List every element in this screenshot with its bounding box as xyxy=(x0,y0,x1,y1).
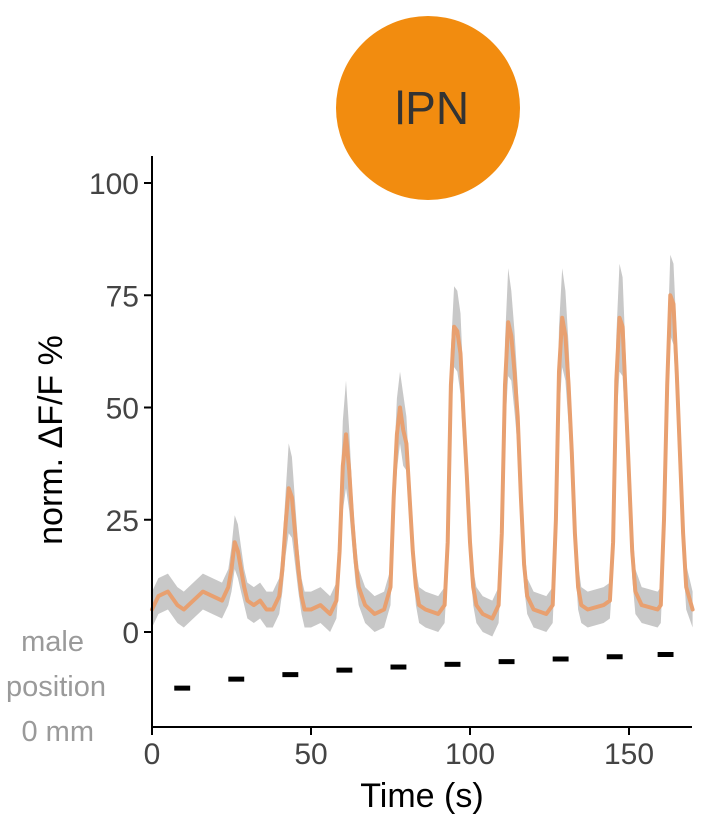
axes: 0 25 50 75 100 0 50 100 150 xyxy=(89,156,692,771)
x-tick-label-50: 50 xyxy=(294,738,327,771)
plot-area xyxy=(150,254,695,691)
cell-type-badge: lPN xyxy=(336,16,520,200)
sem-band xyxy=(152,254,693,637)
badge-circle xyxy=(336,16,520,200)
side-legend-line-3: 0 mm xyxy=(22,716,95,748)
side-legend-line-2: position xyxy=(6,671,106,703)
y-ticks: 0 25 50 75 100 xyxy=(89,168,152,650)
badge-label: lPN xyxy=(395,82,469,134)
x-tick-label-0: 0 xyxy=(144,738,161,771)
stimulus-markers xyxy=(174,651,674,691)
x-tick-label-150: 150 xyxy=(604,738,654,771)
y-tick-label-0: 0 xyxy=(122,617,139,650)
y-tick-label-50: 50 xyxy=(106,393,139,426)
x-tick-label-100: 100 xyxy=(445,738,495,771)
y-tick-label-100: 100 xyxy=(89,168,139,201)
mean-trace xyxy=(150,293,695,621)
x-axis-title: Time (s) xyxy=(360,777,483,815)
side-legend: male position 0 mm xyxy=(6,626,106,748)
side-legend-line-1: male xyxy=(21,626,84,658)
x-ticks: 0 50 100 150 xyxy=(144,727,654,771)
y-tick-label-25: 25 xyxy=(106,505,139,538)
y-axis-title: norm. ΔF/F % xyxy=(32,335,70,545)
y-tick-label-75: 75 xyxy=(106,280,139,313)
